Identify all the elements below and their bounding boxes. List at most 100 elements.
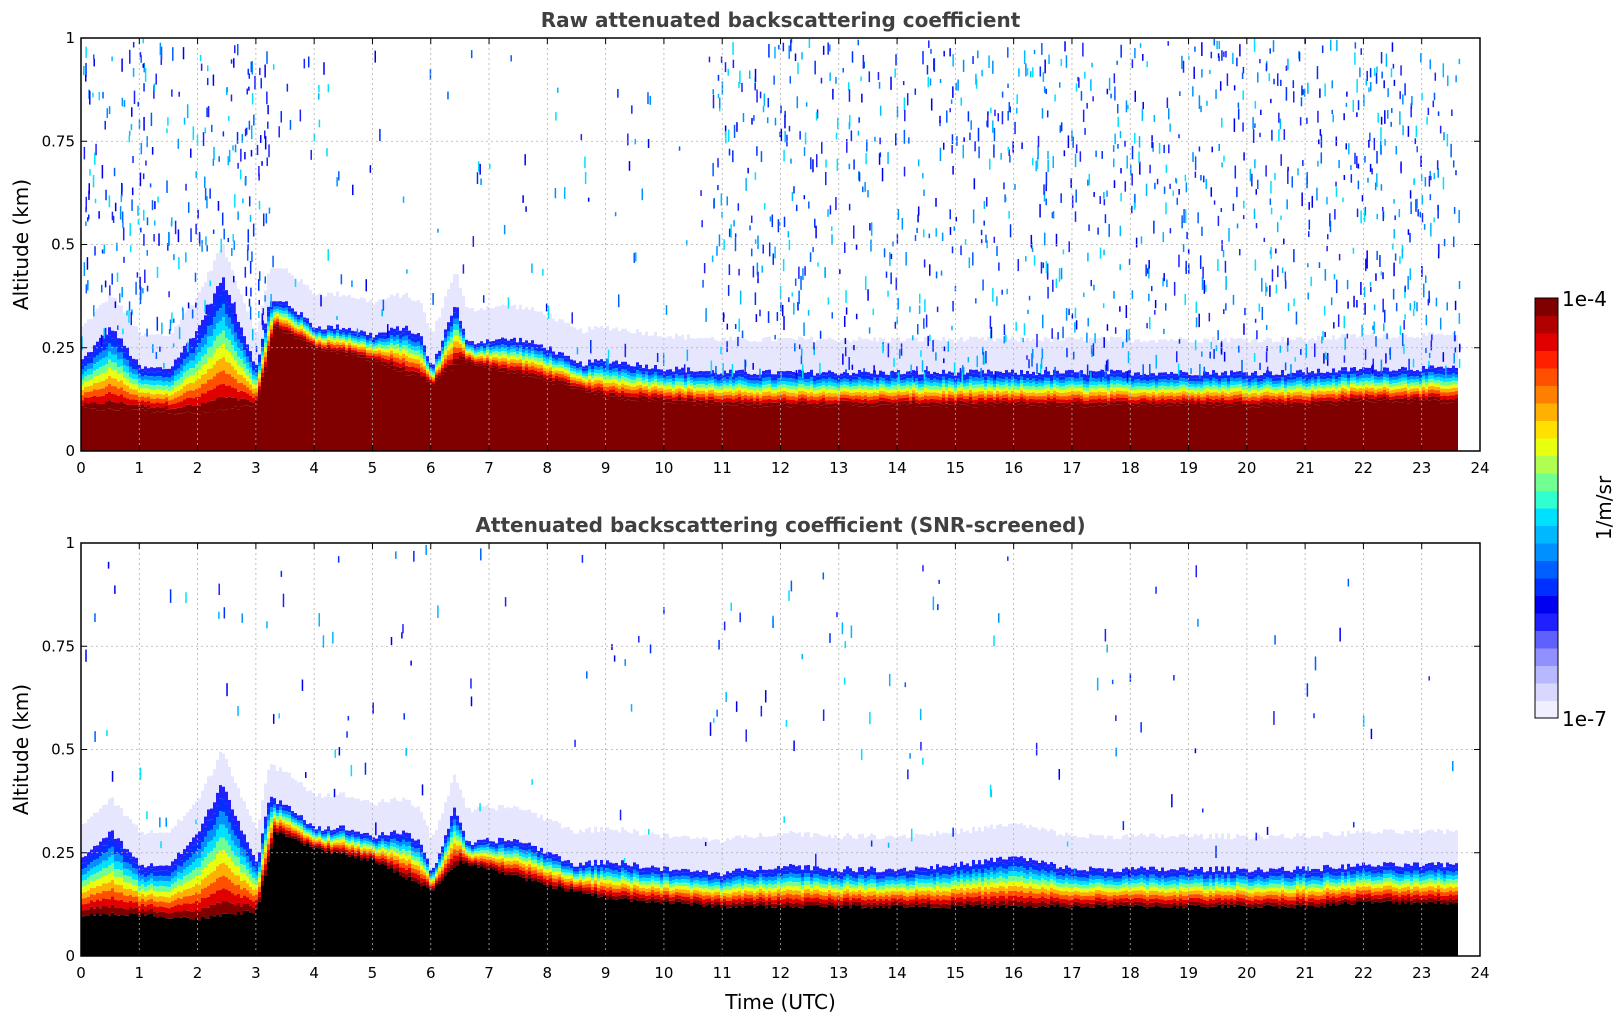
saturated-cell	[444, 371, 447, 451]
signal-cell	[867, 382, 870, 387]
signal-cell	[1059, 373, 1062, 377]
signal-cell	[138, 383, 141, 388]
signal-cell	[513, 366, 516, 371]
saturated-cell	[423, 379, 426, 451]
signal-cell	[765, 403, 768, 407]
signal-cell	[1053, 397, 1056, 402]
haze-cell	[1185, 339, 1188, 373]
signal-cell	[1212, 396, 1215, 400]
signal-cell	[828, 370, 831, 375]
signal-cell	[1302, 385, 1305, 390]
signal-cell	[687, 398, 690, 402]
signal-cell	[1194, 400, 1197, 404]
signal-cell	[246, 387, 249, 394]
signal-cell	[1023, 377, 1026, 381]
signal-cell	[1263, 388, 1266, 392]
signal-cell	[888, 377, 891, 381]
signal-cell	[1047, 381, 1050, 385]
haze-cell	[1134, 339, 1137, 373]
signal-cell	[471, 345, 474, 349]
signal-cell	[501, 337, 504, 341]
signal-cell	[399, 351, 402, 356]
signal-cell	[777, 374, 780, 379]
signal-cell	[102, 373, 105, 381]
signal-cell	[621, 387, 624, 391]
saturated-cell	[690, 401, 693, 451]
signal-cell	[918, 397, 921, 401]
signal-cell	[567, 364, 570, 368]
signal-cell	[861, 385, 864, 390]
saturated-cell	[219, 409, 222, 451]
signal-cell	[627, 389, 630, 393]
signal-cell	[999, 382, 1002, 386]
signal-cell	[132, 404, 135, 410]
haze-cell	[894, 339, 897, 373]
signal-cell	[918, 384, 921, 388]
signal-cell	[558, 370, 561, 374]
saturated-cell	[210, 411, 213, 451]
saturated-cell	[144, 410, 147, 451]
signal-cell	[1083, 384, 1086, 388]
signal-cell	[1095, 378, 1098, 383]
signal-cell	[327, 327, 330, 331]
signal-cell	[1035, 384, 1038, 388]
signal-cell	[558, 364, 561, 368]
signal-cell	[219, 358, 222, 372]
signal-cell	[1101, 384, 1104, 389]
signal-cell	[585, 365, 588, 369]
signal-cell	[909, 385, 912, 390]
signal-cell	[936, 396, 939, 400]
signal-cell	[1131, 402, 1134, 406]
signal-cell	[606, 366, 609, 371]
saturated-cell	[546, 381, 549, 451]
signal-cell	[1221, 372, 1224, 376]
signal-cell	[819, 395, 822, 400]
signal-cell	[492, 354, 495, 358]
signal-cell	[597, 367, 600, 371]
signal-cell	[654, 368, 657, 373]
signal-cell	[681, 389, 684, 394]
signal-cell	[606, 395, 609, 400]
signal-cell	[1194, 381, 1197, 385]
signal-cell	[1143, 376, 1146, 380]
signal-cell	[810, 392, 813, 396]
haze-cell	[219, 249, 222, 283]
signal-cell	[399, 330, 402, 335]
panel-raw: Raw attenuated backscattering coefficien…	[9, 8, 1490, 477]
haze-cell	[111, 297, 114, 331]
signal-cell	[297, 334, 300, 337]
signal-cell	[1269, 396, 1272, 400]
signal-cell	[975, 384, 978, 389]
signal-cell	[639, 391, 642, 395]
signal-cell	[381, 345, 384, 349]
signal-cell	[1110, 373, 1113, 377]
signal-cell	[921, 393, 924, 397]
haze-cell	[1074, 339, 1077, 373]
signal-cell	[243, 384, 246, 392]
signal-cell	[1296, 381, 1299, 385]
signal-cell	[162, 403, 165, 408]
signal-cell	[945, 390, 948, 394]
signal-cell	[399, 359, 402, 364]
signal-cell	[198, 396, 201, 406]
haze-cell	[399, 297, 402, 331]
signal-cell	[933, 392, 936, 396]
signal-cell	[177, 374, 180, 380]
signal-cell	[432, 381, 435, 384]
signal-cell	[1158, 376, 1161, 380]
signal-cell	[984, 386, 987, 390]
signal-cell	[201, 329, 204, 339]
saturated-cell	[1044, 407, 1047, 451]
signal-cell	[1272, 384, 1275, 387]
signal-cell	[705, 392, 708, 396]
signal-cell	[135, 384, 138, 390]
signal-cell	[522, 373, 525, 377]
signal-cell	[642, 392, 645, 396]
signal-cell	[768, 398, 771, 403]
haze-cell	[534, 311, 537, 345]
signal-cell	[888, 386, 891, 390]
signal-cell	[591, 362, 594, 366]
signal-cell	[1095, 396, 1098, 400]
signal-cell	[993, 374, 996, 378]
signal-cell	[951, 388, 954, 392]
